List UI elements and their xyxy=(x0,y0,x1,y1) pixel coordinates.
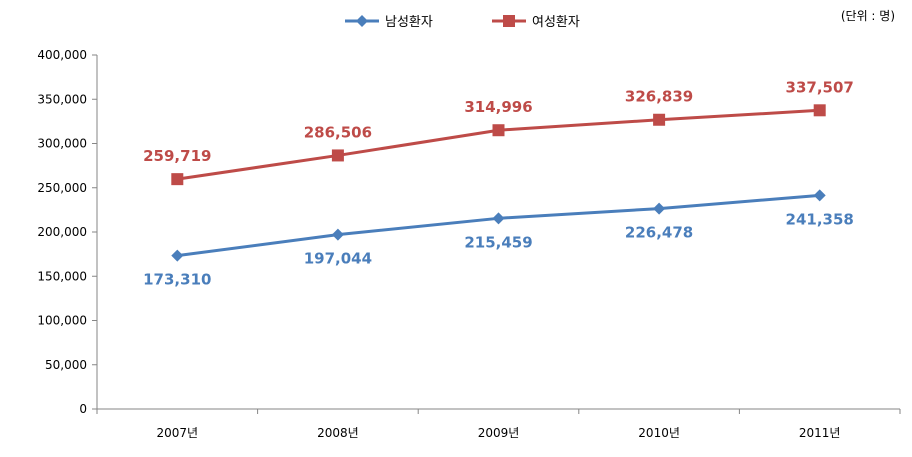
data-point xyxy=(653,202,666,215)
legend-label: 남성환자 xyxy=(385,15,433,30)
y-tick-label: 100,000 xyxy=(37,314,87,328)
data-label: 286,506 xyxy=(304,123,372,141)
y-tick-label: 250,000 xyxy=(37,181,87,195)
legend-item: 남성환자 xyxy=(345,15,433,30)
series-2: 259,719 286,506 314,996 326,839 337,507 xyxy=(143,78,854,186)
data-point xyxy=(331,149,344,162)
series-1: 173,310 197,044 215,459 226,478 241,358 xyxy=(143,189,854,289)
series-group: 173,310 197,044 215,459 226,478 241,358 259,7… xyxy=(143,78,854,288)
data-point xyxy=(813,104,826,117)
data-label: 259,719 xyxy=(143,147,211,165)
data-label: 173,310 xyxy=(143,271,211,289)
y-tick-label: 300,000 xyxy=(37,137,87,151)
x-tick-label: 2007년 xyxy=(157,426,199,440)
y-tick-label: 200,000 xyxy=(37,225,87,239)
y-tick-label: 0 xyxy=(79,402,87,416)
data-label: 326,839 xyxy=(625,88,693,106)
data-label: 226,478 xyxy=(625,224,693,242)
series-line xyxy=(177,108,820,181)
legend-label: 여성환자 xyxy=(532,15,580,30)
data-point xyxy=(813,189,826,202)
data-point xyxy=(331,228,344,241)
data-point xyxy=(492,212,505,225)
data-label: 337,507 xyxy=(786,78,854,96)
x-tick-label: 2011년 xyxy=(799,426,841,440)
legend-item: 여성환자 xyxy=(492,15,580,30)
y-tick-label: 400,000 xyxy=(37,48,87,62)
unit-label: (단위 : 명) xyxy=(841,9,895,23)
data-label: 241,358 xyxy=(786,210,854,228)
data-label: 215,459 xyxy=(464,233,532,251)
x-tick-label: 2010년 xyxy=(638,426,680,440)
y-tick-label: 150,000 xyxy=(37,269,87,283)
data-label: 314,996 xyxy=(464,98,532,116)
x-axis-ticks: 2007년 2008년 2009년 2010년 2011년 xyxy=(96,409,901,440)
x-tick-label: 2008년 xyxy=(317,426,359,440)
y-axis-ticks: 0 50,000 100,000 150,000 200,000 250,000 300,0… xyxy=(37,48,97,416)
legend-marker xyxy=(356,15,368,27)
y-tick-label: 350,000 xyxy=(37,92,87,106)
x-tick-label: 2009년 xyxy=(478,426,520,440)
y-tick-label: 50,000 xyxy=(45,358,87,372)
legend-marker xyxy=(503,15,515,27)
data-point xyxy=(492,124,505,137)
legend: 남성환자 여성환자 xyxy=(345,15,580,30)
data-point xyxy=(653,113,666,126)
data-label: 197,044 xyxy=(304,250,372,268)
data-point xyxy=(171,249,184,262)
data-point xyxy=(171,173,184,186)
